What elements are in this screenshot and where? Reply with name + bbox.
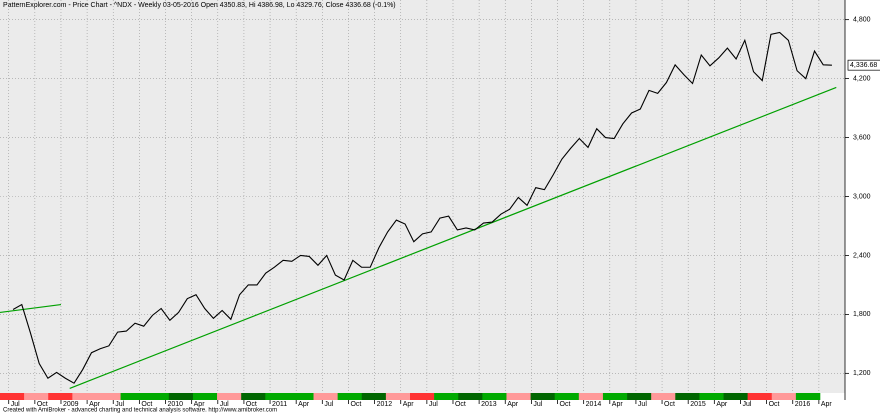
- signal-segment: [289, 393, 314, 400]
- x-tick-label: 2014: [586, 401, 602, 408]
- x-tick-label: 2011: [272, 401, 287, 408]
- signal-segment: [168, 393, 194, 400]
- signal-segment: [72, 393, 97, 400]
- x-tick-label: 2013: [481, 401, 497, 408]
- signal-segment: [192, 393, 218, 400]
- x-tick-label: 2009: [63, 401, 79, 408]
- x-tick-label: Apr: [194, 401, 206, 408]
- x-tick-label: Jul: [11, 401, 20, 408]
- x-tick-label: Jul: [533, 401, 542, 408]
- signal-segment: [48, 393, 73, 400]
- footer: Created with AmiBroker - advanced charti…: [3, 408, 277, 414]
- x-tick-label: Apr: [507, 401, 519, 408]
- x-tick-label: 2010: [168, 401, 184, 408]
- y-tick-label: 4,200: [853, 75, 871, 82]
- signal-segment: [530, 393, 556, 400]
- x-tick-label: Jul: [638, 401, 647, 408]
- x-tick-label: Jul: [115, 401, 124, 408]
- signal-segment: [385, 393, 411, 400]
- x-tick-label: Apr: [612, 401, 624, 408]
- signal-segment: [723, 393, 748, 400]
- y-tick-label: 1,200: [853, 370, 871, 377]
- x-tick-label: Oct: [350, 401, 361, 408]
- y-tick-label: 3,000: [853, 193, 871, 200]
- signal-segment: [699, 393, 724, 400]
- signal-segment: [265, 393, 290, 400]
- plot-background: [0, 0, 845, 393]
- signal-segment: [0, 393, 25, 400]
- signal-segment: [361, 393, 387, 400]
- y-tick-label: 3,600: [853, 134, 871, 141]
- x-tick-label: Oct: [664, 401, 675, 408]
- signal-segment: [482, 393, 507, 400]
- signal-segment: [241, 393, 266, 400]
- signal-segment: [554, 393, 580, 400]
- trendline: [0, 303, 62, 314]
- x-tick-label: Jul: [220, 401, 229, 408]
- x-tick-label: 2015: [690, 401, 706, 408]
- x-tick-label: Jul: [742, 401, 751, 408]
- x-tick-label: Apr: [298, 401, 310, 408]
- price-line: [12, 31, 832, 384]
- y-tick-label: 2,400: [853, 252, 871, 259]
- signal-segment: [120, 393, 146, 400]
- x-tick-label: Apr: [403, 401, 415, 408]
- signal-segment: [434, 393, 459, 400]
- x-tick-label: Oct: [560, 401, 571, 408]
- x-tick-label: Oct: [455, 401, 466, 408]
- signal-segment: [795, 393, 821, 400]
- signal-segment: [651, 393, 676, 400]
- signal-segment: [675, 393, 700, 400]
- x-tick-label: Oct: [246, 401, 257, 408]
- signal-segment: [458, 393, 483, 400]
- trendline: [69, 86, 837, 389]
- signal-segment: [578, 393, 604, 400]
- chart-title: PatternExplorer.com - Price Chart - ^NDX…: [3, 2, 396, 9]
- x-tick-label: Oct: [769, 401, 780, 408]
- x-tick-label: 2012: [377, 401, 393, 408]
- signal-segment: [771, 393, 797, 400]
- signal-segment: [627, 393, 652, 400]
- signal-segment: [602, 393, 628, 400]
- x-tick-label: Oct: [37, 401, 48, 408]
- signal-segment: [747, 393, 773, 400]
- y-tick-label: 1,800: [853, 311, 871, 318]
- x-tick-label: Apr: [716, 401, 728, 408]
- last-price-label: 4,336.68: [850, 62, 877, 69]
- y-tick-label: 4,800: [853, 16, 871, 23]
- signal-segment: [24, 393, 49, 400]
- signal-segment: [313, 393, 338, 400]
- signal-segment: [217, 393, 242, 400]
- last-price-box: [847, 59, 880, 71]
- signal-segment: [337, 393, 363, 400]
- x-tick-label: Apr: [89, 401, 101, 408]
- signal-segment: [144, 393, 170, 400]
- signal-segment: [96, 393, 121, 400]
- signal-segment: [506, 393, 531, 400]
- signal-segment: [410, 393, 435, 400]
- x-tick-label: Oct: [141, 401, 152, 408]
- x-tick-label: 2016: [795, 401, 811, 408]
- x-tick-label: Apr: [821, 401, 833, 408]
- x-tick-label: Jul: [324, 401, 333, 408]
- x-tick-label: Jul: [429, 401, 438, 408]
